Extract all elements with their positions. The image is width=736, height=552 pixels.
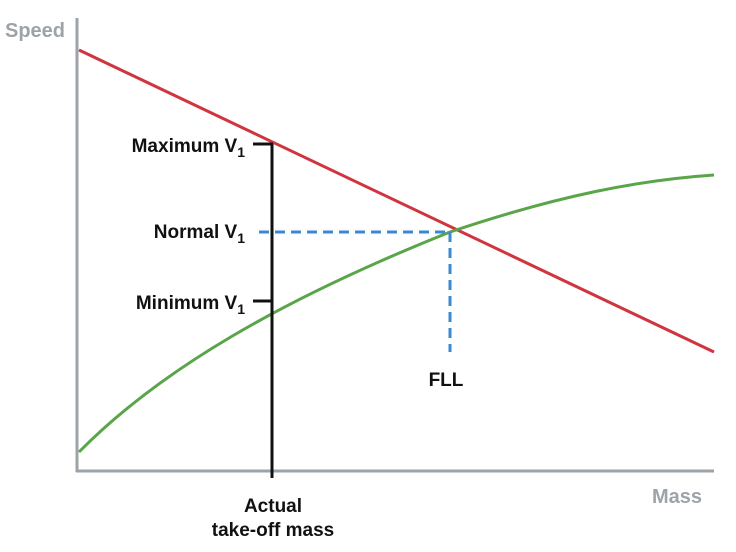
- actual-mass-label-line1: Actual: [244, 496, 302, 517]
- normal-v1-label-subscript: 1: [237, 230, 245, 246]
- minimum-v1-label-subscript: 1: [237, 301, 245, 317]
- maximum-v1-label-main: Maximum V: [132, 136, 238, 157]
- minimum-v1-label: Minimum V1: [136, 293, 245, 317]
- maximum-v1-label: Maximum V1: [132, 136, 246, 160]
- minimum-v1-label-main: Minimum V: [136, 293, 238, 314]
- minimum-v1-curve: [77, 173, 715, 454]
- x-axis-title: Mass: [652, 486, 702, 508]
- normal-v1-label: Normal V1: [154, 222, 245, 246]
- maximum-v1-line: [78, 48, 715, 354]
- normal-v1-label-main: Normal V: [154, 222, 238, 243]
- maximum-v1-label-subscript: 1: [237, 144, 245, 160]
- y-axis-title: Speed: [5, 20, 65, 42]
- actual-mass-label-line2: take-off mass: [212, 520, 335, 541]
- fll-label: FLL: [429, 370, 464, 391]
